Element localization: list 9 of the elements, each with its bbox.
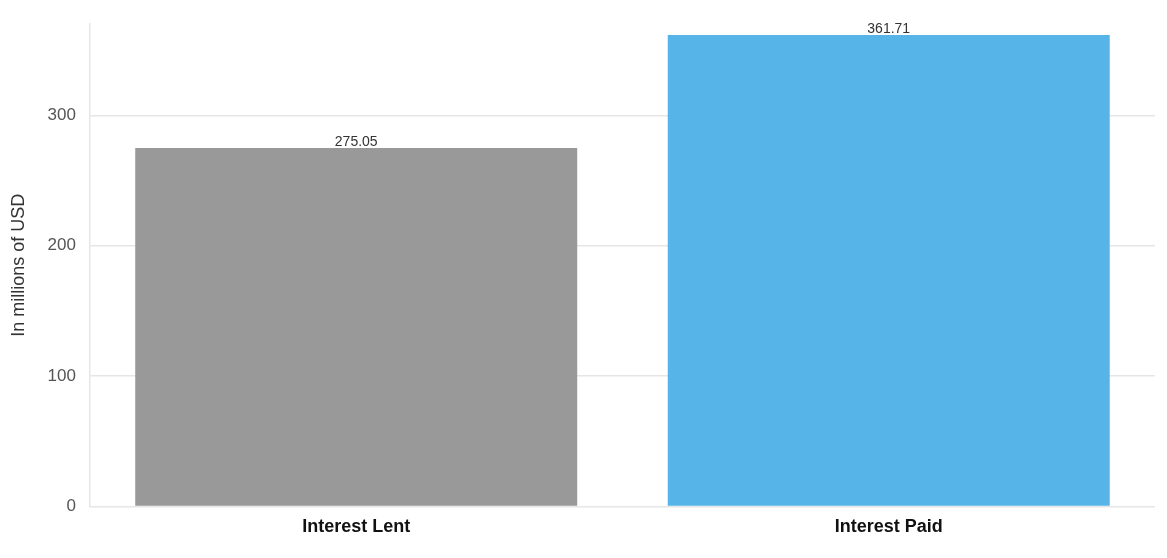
y-tick-label: 100 <box>47 365 76 385</box>
data-label: 361.71 <box>867 19 911 36</box>
data-label: 275.05 <box>334 132 378 149</box>
y-tick-label: 0 <box>66 496 76 516</box>
y-tick-label: 300 <box>47 105 76 125</box>
x-tick-label: Interest Lent <box>302 516 411 537</box>
x-tick-label: Interest Paid <box>834 516 943 537</box>
y-tick-label: 200 <box>47 235 76 255</box>
y-axis-title: In millions of USD <box>7 193 28 337</box>
